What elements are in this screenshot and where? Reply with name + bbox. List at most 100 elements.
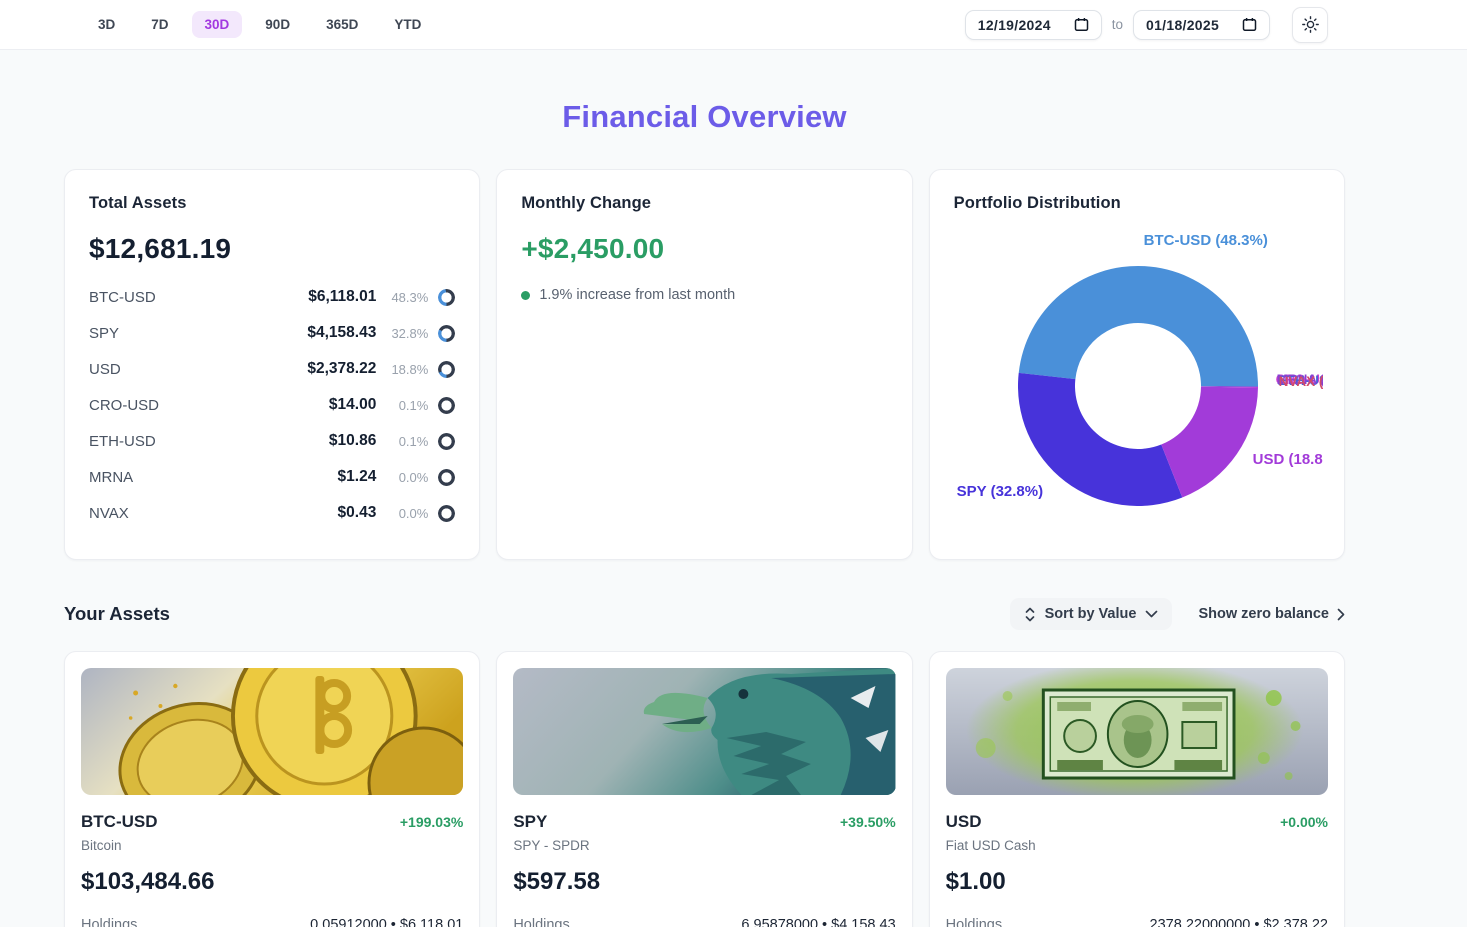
asset-card-price: $597.58	[513, 868, 601, 895]
stats-row: Total Assets $12,681.19 BTC-USD $6,118.0…	[64, 169, 1345, 560]
date-range-controls: to	[964, 6, 1328, 43]
asset-row[interactable]: ETH-USD $10.86 0.1%	[89, 423, 456, 459]
holdings-value: 6.95878000 • $4,158.43	[741, 917, 896, 927]
holdings-label: Holdings	[945, 917, 1003, 927]
asset-card-symbol: USD	[945, 812, 982, 831]
range-button-7d[interactable]: 7D	[138, 11, 181, 38]
page-title: Financial Overview	[562, 99, 847, 134]
sort-by-value-button[interactable]: Sort by Value	[1009, 598, 1173, 630]
asset-symbol: SPY	[89, 324, 120, 342]
asset-row[interactable]: SPY $4,158.43 32.8%	[89, 315, 456, 351]
holdings-label: Holdings	[513, 917, 570, 927]
asset-symbol: NVAX	[89, 504, 129, 522]
asset-card-price: $103,484.66	[81, 868, 215, 895]
asset-value: $2,378.22	[307, 360, 377, 377]
asset-percent: 0.1%	[398, 433, 429, 449]
asset-card-name: Bitcoin	[81, 838, 122, 853]
portfolio-distribution-title: Portfolio Distribution	[953, 194, 1121, 212]
range-button-ytd[interactable]: YTD	[381, 11, 434, 38]
asset-card-btc[interactable]: BTC-USD +199.03% Bitcoin $103,484.66 Hol…	[64, 651, 481, 927]
asset-symbol: MRNA	[89, 468, 134, 486]
eagle-artwork	[513, 668, 896, 795]
total-assets-card: Total Assets $12,681.19 BTC-USD $6,118.0…	[64, 169, 481, 560]
date-to-field[interactable]	[1133, 9, 1270, 40]
asset-percent: 0.0%	[398, 469, 429, 485]
asset-percent: 18.8%	[391, 361, 429, 377]
chevron-down-icon	[1146, 610, 1158, 618]
asset-symbol: BTC-USD	[89, 288, 156, 306]
date-from-field[interactable]	[964, 9, 1102, 40]
asset-card-name: Fiat USD Cash	[945, 838, 1036, 853]
asset-cards-row: BTC-USD +199.03% Bitcoin $103,484.66 Hol…	[64, 651, 1345, 927]
portfolio-donut[interactable]	[930, 170, 1345, 560]
allocation-ring-icon	[438, 432, 456, 450]
asset-symbol: CRO-USD	[89, 396, 159, 414]
show-zero-balance-button[interactable]: Show zero balance	[1198, 606, 1345, 622]
portfolio-cluster-label: ETH-USD (0.1%)	[1277, 373, 1323, 388]
monthly-change-note: 1.9% increase from last month	[521, 287, 887, 303]
range-button-30d[interactable]: 30D	[191, 11, 243, 38]
asset-card-spy[interactable]: SPY +39.50% SPY - SPDR $597.58 Holdings …	[496, 651, 913, 927]
your-assets-title: Your Assets	[64, 603, 170, 624]
holdings-value: 2378.22000000 • $2,378.22	[1149, 917, 1328, 927]
date-to-input[interactable]	[1146, 16, 1234, 33]
allocation-ring-icon	[438, 468, 456, 486]
portfolio-label-usd: USD (18.8%)	[1252, 451, 1323, 468]
asset-card-change: +199.03%	[399, 814, 464, 830]
asset-card-usd[interactable]: USD +0.00% Fiat USD Cash $1.00 Holdings …	[928, 651, 1345, 927]
allocation-ring-icon	[438, 324, 456, 342]
asset-row[interactable]: NVAX $0.43 0.0%	[89, 495, 456, 531]
allocation-ring-icon	[438, 396, 456, 414]
portfolio-cluster-label: CRO-USD (0.1%)	[1275, 372, 1323, 387]
bitcoin-coins-artwork	[81, 668, 464, 795]
asset-value: $0.43	[337, 504, 377, 521]
sun-icon	[1301, 16, 1319, 33]
total-assets-title: Total Assets	[89, 194, 187, 212]
range-button-90d[interactable]: 90D	[252, 11, 303, 38]
total-assets-value: $12,681.19	[89, 233, 232, 264]
monthly-change-value: +$2,450.00	[521, 233, 665, 264]
calendar-icon[interactable]	[1242, 17, 1257, 32]
asset-card-price: $1.00	[945, 868, 1006, 895]
chevron-right-icon	[1337, 608, 1345, 620]
asset-row[interactable]: CRO-USD $14.00 0.1%	[89, 387, 456, 423]
asset-value: $4,158.43	[307, 324, 377, 341]
time-range-selector: 3D 7D 30D 90D 365D YTD	[85, 11, 434, 38]
asset-card-symbol: SPY	[513, 812, 548, 831]
holdings-label: Holdings	[81, 917, 138, 927]
asset-row[interactable]: BTC-USD $6,118.01 48.3%	[89, 279, 456, 315]
asset-card-change: +0.00%	[1280, 814, 1328, 830]
asset-percent: 0.1%	[398, 397, 429, 413]
asset-value: $14.00	[328, 396, 377, 413]
portfolio-label-cluster: CRO-USD (0.1%) ETH-USD (0.1%) MRNA (0.0%…	[1276, 372, 1323, 390]
asset-symbol: ETH-USD	[89, 432, 156, 450]
asset-percent: 32.8%	[391, 325, 429, 341]
portfolio-distribution-card: Portfolio Distribution BTC-USD (48.3%) S…	[928, 169, 1345, 560]
your-assets-header: Your Assets Sort by Value Show zero bala…	[64, 598, 1345, 630]
portfolio-cluster-label: MRNA (0.0%)	[1276, 372, 1323, 387]
monthly-change-note-text: 1.9% increase from last month	[539, 287, 736, 303]
range-button-365d[interactable]: 365D	[313, 11, 371, 38]
asset-card-change: +39.50%	[839, 814, 896, 830]
allocation-ring-icon	[438, 504, 456, 522]
asset-symbol: USD	[89, 360, 121, 378]
theme-toggle-button[interactable]	[1292, 6, 1328, 43]
hundred-dollar-bill-artwork	[945, 668, 1328, 795]
asset-row[interactable]: USD $2,378.22 18.8%	[89, 351, 456, 387]
allocation-ring-icon	[438, 360, 456, 378]
holdings-value: 0.05912000 • $6,118.01	[310, 917, 464, 927]
monthly-change-title: Monthly Change	[521, 194, 652, 212]
topbar: 3D 7D 30D 90D 365D YTD to	[0, 0, 1467, 50]
green-dot-icon	[521, 290, 531, 300]
portfolio-cluster-label: NVAX (0.0%)	[1278, 374, 1323, 389]
date-from-input[interactable]	[977, 16, 1066, 33]
show-zero-balance-label: Show zero balance	[1198, 606, 1329, 622]
date-range-to-label: to	[1111, 17, 1123, 32]
asset-percent: 48.3%	[391, 289, 429, 305]
asset-value: $1.24	[337, 468, 377, 485]
total-assets-list: BTC-USD $6,118.01 48.3% SPY $4,158.43 32…	[89, 279, 456, 531]
asset-row[interactable]: MRNA $1.24 0.0%	[89, 459, 456, 495]
range-button-3d[interactable]: 3D	[85, 11, 128, 38]
calendar-icon[interactable]	[1074, 17, 1089, 32]
portfolio-label-btc: BTC-USD (48.3%)	[1143, 232, 1268, 249]
